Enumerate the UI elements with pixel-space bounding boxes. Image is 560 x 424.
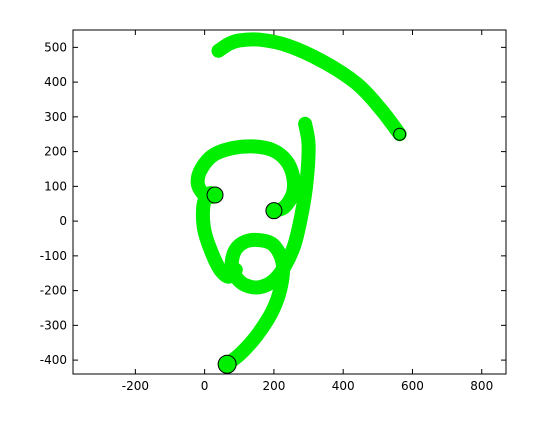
- markers-layer: [206, 127, 407, 374]
- y-tick-label: 100: [44, 179, 67, 193]
- curve-series-4: [190, 139, 301, 218]
- y-tick-label: -200: [40, 284, 67, 298]
- endpoint-marker-2: [206, 186, 224, 204]
- y-tick-label: 0: [59, 214, 67, 228]
- x-tick-label: 200: [262, 379, 285, 393]
- axes-layer: -200 0 200 400 600 800 -400 -300 -200 -100 0 100 200…: [40, 29, 507, 393]
- y-tick-label: 200: [44, 145, 67, 159]
- endpoint-marker-3: [265, 202, 283, 220]
- x-tick-label: 0: [201, 379, 209, 393]
- curves-layer: [190, 32, 407, 372]
- axes-box: [72, 29, 507, 375]
- y-tick-label: -100: [40, 249, 67, 263]
- curve-series-1: [211, 32, 407, 142]
- y-tick-label: 500: [44, 40, 67, 54]
- x-tick-label: 600: [401, 379, 424, 393]
- curve-series-2: [220, 116, 316, 372]
- y-tick-label: 400: [44, 75, 67, 89]
- y-tick-label: -300: [40, 318, 67, 332]
- y-tick-label: 300: [44, 110, 67, 124]
- x-tick-label: 800: [470, 379, 493, 393]
- x-tick-label: 400: [332, 379, 355, 393]
- x-tick-label: -200: [122, 379, 149, 393]
- endpoint-marker-4: [217, 354, 237, 374]
- endpoint-marker-1: [393, 127, 407, 141]
- y-tick-label: -400: [40, 353, 67, 367]
